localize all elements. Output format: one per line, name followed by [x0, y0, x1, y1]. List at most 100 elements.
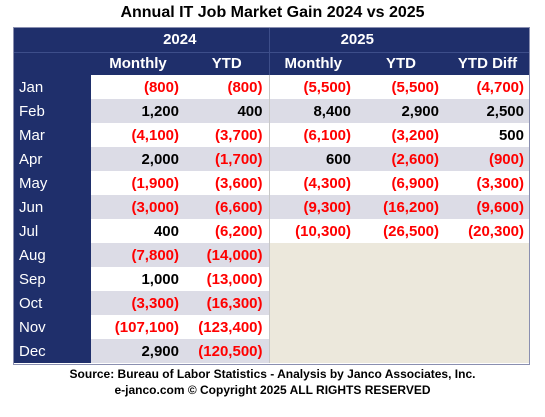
cell-monthly-2024: (1,900)	[91, 171, 185, 195]
corner-cell	[13, 27, 91, 53]
month-label: Jul	[13, 219, 91, 243]
cell-monthly-2024: (3,300)	[91, 291, 185, 315]
cell-monthly-2025: 8,400	[269, 99, 357, 123]
month-label: Mar	[13, 123, 91, 147]
empty-cell	[445, 267, 530, 291]
cell-monthly-2024: 2,000	[91, 147, 185, 171]
empty-cell	[357, 291, 445, 315]
cell-monthly-2024: (107,100)	[91, 315, 185, 339]
cell-ytd-2024: (13,000)	[185, 267, 270, 291]
cell-ytd-2025: (3,200)	[357, 123, 445, 147]
cell-ytd-2025: (6,900)	[357, 171, 445, 195]
column-header-monthly-2024: Monthly	[91, 52, 185, 75]
column-header-monthly-2025: Monthly	[269, 52, 357, 75]
table-row: Dec 2,900 (120,500)	[13, 339, 530, 363]
table-row: Apr 2,000 (1,700) 600 (2,600) (900)	[13, 147, 530, 171]
table-row: Nov (107,100) (123,400)	[13, 315, 530, 339]
corner-cell-2	[13, 52, 91, 75]
copyright-note: e-janco.com © Copyright 2025 ALL RIGHTS …	[114, 383, 431, 397]
cell-ytd-diff: 500	[445, 123, 530, 147]
cell-ytd-diff: (900)	[445, 147, 530, 171]
cell-monthly-2025: (10,300)	[269, 219, 357, 243]
cell-monthly-2024: 400	[91, 219, 185, 243]
month-label: Jan	[13, 75, 91, 99]
cell-monthly-2024: (4,100)	[91, 123, 185, 147]
cell-ytd-2024: (3,700)	[185, 123, 270, 147]
table-row: Jun (3,000) (6,600) (9,300) (16,200) (9,600)	[13, 195, 530, 219]
empty-cell	[445, 315, 530, 339]
empty-cell	[357, 339, 445, 363]
year-header-blank	[445, 27, 530, 53]
empty-cell	[269, 339, 357, 363]
cell-ytd-diff: (9,600)	[445, 195, 530, 219]
column-header-ytd-2024: YTD	[185, 52, 270, 75]
month-label: Nov	[13, 315, 91, 339]
empty-cell	[269, 291, 357, 315]
cell-ytd-diff: (20,300)	[445, 219, 530, 243]
cell-monthly-2024: (800)	[91, 75, 185, 99]
cell-ytd-2024: (6,200)	[185, 219, 270, 243]
cell-ytd-2024: (800)	[185, 75, 270, 99]
cell-monthly-2024: 2,900	[91, 339, 185, 363]
cell-monthly-2025: (5,500)	[269, 75, 357, 99]
job-market-table: 2024 2025 Monthly YTD Monthly YTD YTD Di…	[13, 27, 530, 363]
empty-cell	[357, 243, 445, 267]
table-row: May (1,900) (3,600) (4,300) (6,900) (3,300)	[13, 171, 530, 195]
month-label: May	[13, 171, 91, 195]
cell-ytd-2024: (14,000)	[185, 243, 270, 267]
column-header-ytd-2025: YTD	[357, 52, 445, 75]
chart-title: Annual IT Job Market Gain 2024 vs 2025	[120, 4, 425, 21]
column-header-row: Monthly YTD Monthly YTD YTD Diff	[13, 52, 530, 75]
cell-ytd-2024: (1,700)	[185, 147, 270, 171]
year-header-row: 2024 2025	[13, 27, 530, 53]
month-label: Sep	[13, 267, 91, 291]
job-market-table-container: 2024 2025 Monthly YTD Monthly YTD YTD Di…	[13, 27, 530, 363]
cell-monthly-2025: 600	[269, 147, 357, 171]
cell-ytd-diff: 2,500	[445, 99, 530, 123]
cell-monthly-2025: (9,300)	[269, 195, 357, 219]
cell-ytd-2024: (123,400)	[185, 315, 270, 339]
empty-cell	[269, 267, 357, 291]
cell-monthly-2024: 1,200	[91, 99, 185, 123]
cell-monthly-2024: 1,000	[91, 267, 185, 291]
cell-ytd-2024: 400	[185, 99, 270, 123]
table-row: Feb 1,200 400 8,400 2,900 2,500	[13, 99, 530, 123]
month-label: Oct	[13, 291, 91, 315]
table-row: Jan (800) (800) (5,500) (5,500) (4,700)	[13, 75, 530, 99]
year-header-2025: 2025	[269, 27, 445, 53]
cell-ytd-2024: (3,600)	[185, 171, 270, 195]
month-label: Feb	[13, 99, 91, 123]
cell-monthly-2025: (4,300)	[269, 171, 357, 195]
year-header-2024: 2024	[91, 27, 270, 53]
cell-monthly-2024: (7,800)	[91, 243, 185, 267]
empty-cell	[269, 243, 357, 267]
cell-monthly-2024: (3,000)	[91, 195, 185, 219]
month-label: Dec	[13, 339, 91, 363]
source-note: Source: Bureau of Labor Statistics - Ana…	[69, 367, 476, 381]
table-body: Jan (800) (800) (5,500) (5,500) (4,700) Feb 1,2…	[13, 75, 530, 363]
table-row: Sep 1,000 (13,000)	[13, 267, 530, 291]
cell-ytd-2024: (16,300)	[185, 291, 270, 315]
table-row: Mar (4,100) (3,700) (6,100) (3,200) 500	[13, 123, 530, 147]
cell-ytd-2025: (26,500)	[357, 219, 445, 243]
table-row: Oct (3,300) (16,300)	[13, 291, 530, 315]
empty-cell	[269, 315, 357, 339]
empty-cell	[357, 267, 445, 291]
month-label: Aug	[13, 243, 91, 267]
month-label: Apr	[13, 147, 91, 171]
cell-ytd-2025: (2,600)	[357, 147, 445, 171]
empty-cell	[445, 291, 530, 315]
column-header-ytd-diff: YTD Diff	[445, 52, 530, 75]
cell-ytd-diff: (3,300)	[445, 171, 530, 195]
empty-cell	[357, 315, 445, 339]
empty-cell	[445, 243, 530, 267]
month-label: Jun	[13, 195, 91, 219]
cell-ytd-2025: (16,200)	[357, 195, 445, 219]
empty-cell	[445, 339, 530, 363]
cell-ytd-2025: (5,500)	[357, 75, 445, 99]
cell-ytd-diff: (4,700)	[445, 75, 530, 99]
table-row: Aug (7,800) (14,000)	[13, 243, 530, 267]
cell-ytd-2024: (6,600)	[185, 195, 270, 219]
cell-ytd-2025: 2,900	[357, 99, 445, 123]
table-row: Jul 400 (6,200) (10,300) (26,500) (20,300)	[13, 219, 530, 243]
